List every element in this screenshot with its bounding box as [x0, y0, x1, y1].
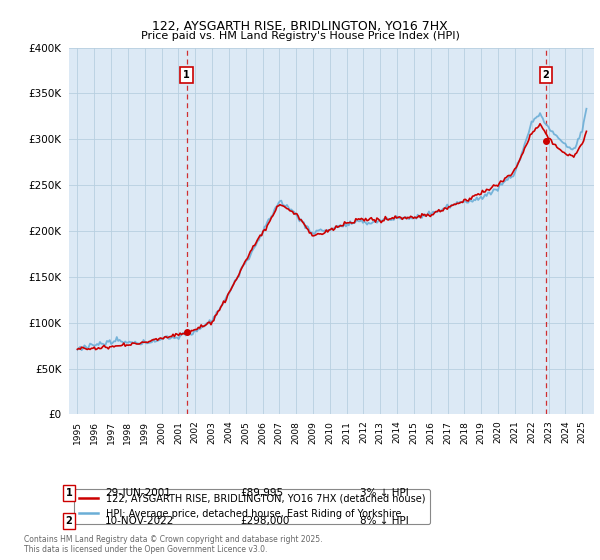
Legend: 122, AYSGARTH RISE, BRIDLINGTON, YO16 7HX (detached house), HPI: Average price, : 122, AYSGARTH RISE, BRIDLINGTON, YO16 7H… [74, 489, 430, 524]
Text: 2: 2 [65, 516, 73, 526]
Text: 2: 2 [542, 70, 550, 80]
Text: 122, AYSGARTH RISE, BRIDLINGTON, YO16 7HX: 122, AYSGARTH RISE, BRIDLINGTON, YO16 7H… [152, 20, 448, 32]
Text: 1: 1 [184, 70, 190, 80]
Text: Contains HM Land Registry data © Crown copyright and database right 2025.
This d: Contains HM Land Registry data © Crown c… [24, 535, 323, 554]
Text: Price paid vs. HM Land Registry's House Price Index (HPI): Price paid vs. HM Land Registry's House … [140, 31, 460, 41]
Text: 8% ↓ HPI: 8% ↓ HPI [360, 516, 409, 526]
Text: 3% ↓ HPI: 3% ↓ HPI [360, 488, 409, 498]
Text: £298,000: £298,000 [240, 516, 289, 526]
Text: 29-JUN-2001: 29-JUN-2001 [105, 488, 171, 498]
Text: 10-NOV-2022: 10-NOV-2022 [105, 516, 175, 526]
Text: 1: 1 [65, 488, 73, 498]
Text: £89,995: £89,995 [240, 488, 283, 498]
